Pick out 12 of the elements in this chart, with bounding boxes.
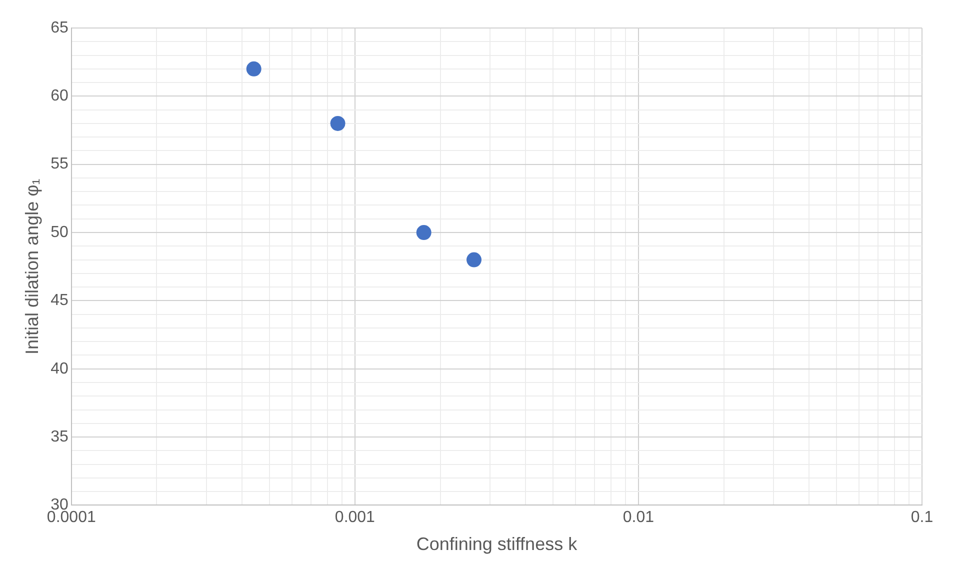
x-tick-label: 0.1 xyxy=(910,509,934,526)
y-tick-label: 55 xyxy=(50,156,68,173)
y-tick-label: 40 xyxy=(50,360,68,378)
y-axis-title: Initial dilation angle φ₁ xyxy=(22,178,42,355)
x-axis-title: Confining stiffness k xyxy=(416,534,578,554)
y-tick-label: 50 xyxy=(50,224,68,241)
x-tick-label: 0.001 xyxy=(334,509,376,526)
y-tick-label: 65 xyxy=(50,19,68,36)
y-tick-label: 35 xyxy=(50,428,68,446)
y-tick-label: 45 xyxy=(50,292,68,310)
x-tick-label: 0.01 xyxy=(622,509,654,526)
y-tick-label: 60 xyxy=(50,88,68,105)
